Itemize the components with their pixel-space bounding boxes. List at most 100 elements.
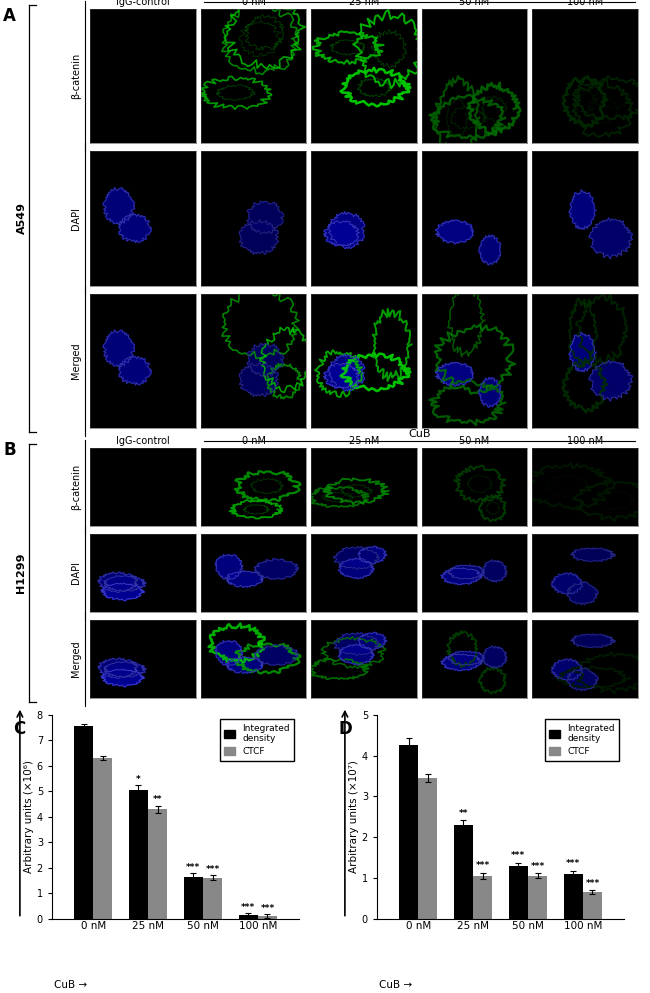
Polygon shape	[324, 363, 359, 388]
Bar	[418, 779, 437, 919]
Bar	[509, 866, 528, 919]
Polygon shape	[569, 332, 596, 371]
Bar	[129, 790, 148, 919]
Text: 100 nM: 100 nM	[567, 436, 603, 446]
Polygon shape	[358, 633, 387, 649]
Text: 25 nM: 25 nM	[349, 436, 379, 446]
Polygon shape	[214, 554, 243, 580]
Bar	[148, 809, 167, 919]
Y-axis label: Arbitrary units (×10⁶): Arbitrary units (×10⁶)	[24, 761, 34, 873]
Text: ***: ***	[530, 862, 545, 871]
Polygon shape	[338, 643, 374, 665]
Polygon shape	[324, 220, 359, 246]
Polygon shape	[118, 214, 151, 242]
Polygon shape	[448, 650, 484, 665]
Bar	[203, 878, 222, 919]
Text: ***: ***	[260, 904, 274, 913]
Text: **: **	[459, 808, 468, 817]
Text: 50 nM: 50 nM	[460, 0, 489, 7]
Legend: Integrated
density, CTCF: Integrated density, CTCF	[220, 720, 294, 761]
Polygon shape	[571, 634, 616, 647]
Bar	[239, 916, 258, 919]
Polygon shape	[98, 658, 138, 678]
Legend: Integrated
density, CTCF: Integrated density, CTCF	[545, 720, 619, 761]
Text: IgG-control: IgG-control	[116, 0, 170, 7]
Polygon shape	[104, 661, 146, 677]
Bar	[399, 746, 418, 919]
Polygon shape	[104, 576, 146, 592]
Text: ***: ***	[566, 860, 580, 869]
Polygon shape	[247, 202, 283, 233]
Polygon shape	[226, 656, 263, 673]
Text: ***: ***	[186, 863, 200, 872]
Polygon shape	[478, 234, 501, 265]
Text: B: B	[3, 441, 16, 459]
Polygon shape	[441, 568, 482, 585]
Polygon shape	[239, 362, 278, 397]
Polygon shape	[103, 188, 135, 224]
Polygon shape	[247, 344, 283, 376]
Polygon shape	[101, 669, 144, 687]
Polygon shape	[436, 219, 473, 244]
Bar	[74, 727, 93, 919]
Polygon shape	[328, 354, 365, 391]
Text: 25 nM: 25 nM	[349, 0, 379, 7]
Bar	[564, 874, 583, 919]
Polygon shape	[589, 360, 632, 401]
Bar	[258, 916, 277, 919]
Polygon shape	[569, 190, 596, 229]
Polygon shape	[436, 362, 473, 386]
Text: 0 nM: 0 nM	[242, 436, 265, 446]
Polygon shape	[98, 572, 138, 593]
Y-axis label: Arbitrary units (×10⁷): Arbitrary units (×10⁷)	[349, 761, 359, 873]
Polygon shape	[551, 658, 582, 680]
Text: IgG-control: IgG-control	[116, 436, 170, 446]
Bar	[184, 877, 203, 919]
Text: 50 nM: 50 nM	[460, 436, 489, 446]
Text: ***: ***	[511, 851, 525, 860]
Polygon shape	[239, 219, 278, 254]
Text: Merged: Merged	[72, 640, 81, 677]
Polygon shape	[571, 547, 616, 562]
Text: **: **	[153, 795, 162, 804]
Text: ***: ***	[241, 903, 255, 912]
Bar	[454, 825, 473, 919]
Text: C: C	[13, 720, 25, 738]
Text: ***: ***	[476, 862, 490, 871]
Polygon shape	[358, 546, 387, 564]
Text: ***: ***	[205, 865, 220, 874]
Polygon shape	[214, 640, 243, 666]
Polygon shape	[254, 644, 298, 665]
Polygon shape	[226, 570, 263, 587]
Polygon shape	[103, 330, 135, 366]
Bar	[93, 759, 112, 919]
Polygon shape	[338, 558, 374, 579]
Text: A549: A549	[16, 203, 27, 234]
Text: CuB →: CuB →	[379, 979, 411, 990]
Polygon shape	[254, 559, 298, 579]
Polygon shape	[441, 653, 482, 671]
Text: 0 nM: 0 nM	[242, 0, 265, 7]
Polygon shape	[333, 633, 379, 655]
Polygon shape	[482, 560, 507, 582]
Polygon shape	[101, 583, 144, 601]
Text: A: A	[3, 7, 16, 25]
Text: 100 nM: 100 nM	[567, 0, 603, 7]
Polygon shape	[567, 668, 598, 691]
Polygon shape	[118, 356, 151, 385]
Polygon shape	[589, 217, 632, 259]
Bar	[583, 892, 602, 919]
Text: D: D	[338, 720, 352, 738]
Polygon shape	[551, 573, 582, 595]
Text: CuB: CuB	[408, 429, 430, 439]
Text: Merged: Merged	[72, 343, 81, 379]
Text: DAPI: DAPI	[72, 561, 81, 585]
Polygon shape	[567, 582, 598, 605]
Bar	[473, 876, 492, 919]
Polygon shape	[478, 377, 501, 407]
Text: CuB →: CuB →	[54, 979, 86, 990]
Polygon shape	[448, 565, 484, 579]
Text: H1299: H1299	[16, 553, 27, 593]
Text: β-catenin: β-catenin	[72, 464, 81, 510]
Text: β-catenin: β-catenin	[72, 53, 81, 99]
